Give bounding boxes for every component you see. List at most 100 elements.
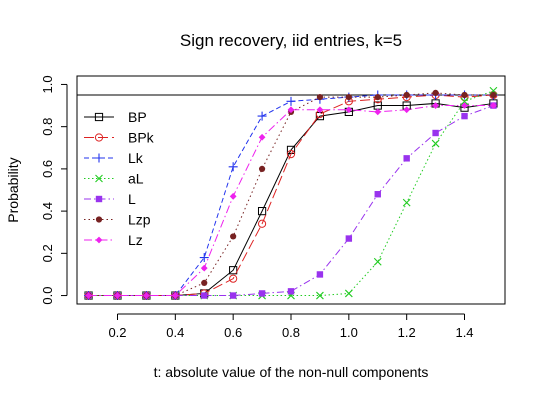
data-point bbox=[258, 165, 266, 172]
y-tick-label: 0.6 bbox=[40, 160, 55, 178]
data-point bbox=[432, 89, 439, 96]
data-point bbox=[85, 292, 92, 299]
data-point bbox=[316, 271, 324, 278]
legend-marker bbox=[95, 174, 103, 183]
data-point bbox=[258, 290, 266, 297]
x-tick-label: 0.6 bbox=[224, 325, 242, 340]
series-al bbox=[84, 86, 498, 300]
data-point bbox=[229, 192, 237, 200]
legend-marker bbox=[94, 112, 104, 122]
legend-label: BPk bbox=[128, 130, 155, 146]
x-tick-label: 0.8 bbox=[282, 325, 300, 340]
data-point bbox=[432, 129, 439, 137]
y-tick-label: 1.0 bbox=[40, 75, 55, 93]
data-point bbox=[257, 219, 267, 228]
x-tick-label: 1.0 bbox=[340, 325, 358, 340]
data-point bbox=[403, 155, 410, 162]
data-point bbox=[287, 106, 295, 114]
y-tick-label: 0.0 bbox=[40, 287, 55, 305]
legend-label: BP bbox=[128, 109, 147, 125]
legend-label: aL bbox=[128, 171, 144, 187]
y-axis-label: Probability bbox=[5, 157, 21, 222]
legend-item-bp: BP bbox=[84, 109, 147, 125]
data-point bbox=[114, 292, 121, 299]
data-point bbox=[257, 111, 267, 121]
data-point bbox=[345, 106, 353, 114]
data-point bbox=[201, 292, 208, 299]
data-point bbox=[461, 112, 468, 120]
data-point bbox=[287, 288, 295, 295]
series-bpk bbox=[84, 90, 498, 300]
data-point bbox=[461, 102, 468, 109]
data-point bbox=[201, 279, 208, 286]
series-line-l bbox=[88, 105, 494, 297]
legend-label: Lk bbox=[128, 150, 144, 166]
x-tick-label: 0.2 bbox=[108, 325, 126, 340]
data-point bbox=[432, 102, 439, 109]
data-point bbox=[228, 162, 238, 172]
data-point bbox=[403, 106, 411, 114]
x-tick-label: 0.4 bbox=[166, 325, 184, 340]
data-point bbox=[345, 235, 353, 242]
data-point bbox=[403, 91, 410, 99]
series-line-lz bbox=[88, 105, 494, 297]
data-point bbox=[316, 106, 324, 114]
legend-label: L bbox=[128, 191, 136, 207]
legend-item-bpk: BPk bbox=[84, 130, 155, 146]
data-point bbox=[345, 94, 352, 101]
data-point bbox=[229, 266, 238, 275]
data-point bbox=[200, 264, 208, 272]
data-point bbox=[316, 291, 324, 300]
plot-frame bbox=[76, 75, 506, 305]
data-point bbox=[316, 94, 324, 101]
y-tick-label: 0.4 bbox=[40, 202, 55, 220]
data-point bbox=[374, 94, 381, 101]
data-point bbox=[230, 233, 237, 240]
series-lzp bbox=[85, 89, 497, 299]
data-point bbox=[402, 198, 411, 207]
data-point bbox=[461, 91, 468, 99]
series-group bbox=[84, 86, 498, 301]
legend-item-lk: Lk bbox=[84, 150, 144, 166]
data-point bbox=[171, 292, 179, 299]
y-tick-label: 0.2 bbox=[40, 244, 55, 262]
legend-marker bbox=[94, 133, 104, 142]
legend-item-l: L bbox=[84, 191, 136, 207]
data-point bbox=[257, 207, 267, 216]
data-point bbox=[229, 292, 237, 299]
data-point bbox=[490, 102, 497, 109]
series-line-lk bbox=[88, 94, 494, 297]
legend: BP BPk Lk aL L Lzp Lz bbox=[84, 109, 155, 248]
data-point bbox=[258, 133, 266, 141]
x-axis-label: t: absolute value of the non-null compon… bbox=[154, 364, 429, 380]
legend-marker bbox=[94, 153, 104, 163]
legend-item-al: aL bbox=[84, 171, 144, 187]
data-point bbox=[143, 292, 150, 299]
data-point bbox=[490, 91, 497, 99]
y-axis: 0.0 0.2 0.4 0.6 0.8 1.0 bbox=[40, 75, 68, 305]
data-point bbox=[374, 108, 382, 116]
legend-label: Lzp bbox=[128, 212, 151, 228]
x-tick-label: 1.2 bbox=[398, 325, 416, 340]
series-line-bpk bbox=[88, 94, 494, 297]
data-point bbox=[374, 191, 381, 198]
legend-marker bbox=[95, 236, 103, 244]
legend-marker bbox=[95, 216, 103, 223]
chart-title: Sign recovery, iid entries, k=5 bbox=[180, 31, 402, 50]
data-point bbox=[286, 96, 296, 106]
y-tick-label: 0.8 bbox=[40, 118, 55, 136]
x-axis: 0.2 0.4 0.6 0.8 1.0 1.2 1.4 bbox=[108, 313, 474, 340]
series-line-lzp bbox=[88, 92, 494, 297]
x-tick-label: 1.4 bbox=[455, 325, 473, 340]
data-point bbox=[344, 289, 353, 298]
data-point bbox=[199, 253, 209, 263]
data-point bbox=[431, 139, 440, 148]
series-line-al bbox=[88, 90, 494, 297]
data-point bbox=[286, 150, 296, 159]
data-point bbox=[229, 274, 238, 283]
data-point bbox=[460, 97, 469, 106]
series-lz bbox=[85, 102, 497, 299]
legend-label: Lz bbox=[128, 232, 143, 248]
legend-marker bbox=[95, 195, 103, 203]
